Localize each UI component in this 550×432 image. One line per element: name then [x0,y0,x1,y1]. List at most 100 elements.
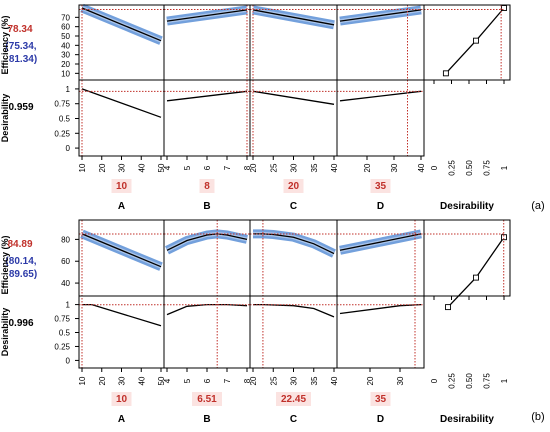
efficiency-axis-label: Efficiency (%) [0,15,10,74]
x-tick-label-B: 6 [203,378,212,383]
current-desirability-value: 0.996 [8,318,33,329]
confidence-interval-high: 81.34) [9,54,37,65]
setting-value-A: 10 [116,394,128,405]
setting-highlight [370,179,391,193]
setting-highlight [370,392,391,406]
x-tick-label-B: 4 [163,378,172,383]
setting-highlight [111,392,132,406]
desirability-y-tick: 0.75 [54,315,70,324]
setting-value-D: 35 [375,394,387,405]
desirability-function-line [447,236,505,308]
x-tick-label-D: 40 [417,163,426,172]
desirability-curve-A [81,88,162,118]
x-tick-label-B: 7 [223,165,232,170]
desirability-curve-C [252,90,335,105]
efficiency-curve-C [252,9,335,26]
efficiency-y-tick: 30 [61,51,70,60]
figure-panel-label: (b) [531,411,544,423]
x-tick-label-A: 50 [157,376,166,385]
desirability-axis-label: Desirability [0,94,10,143]
desirability-x-tick-label: 0.75 [483,160,492,176]
figure-panel-label: (a) [531,200,544,212]
x-tick-label-C: 40 [330,163,339,172]
x-tick-label-B: 5 [183,378,192,383]
x-tick-label-B: 8 [243,378,252,383]
x-tick-label-D: 20 [366,376,375,385]
efficiency-y-tick: 40 [61,279,70,288]
desirability-curve-C [253,303,335,318]
setting-highlight [276,392,311,406]
x-tick-label-C: 30 [290,376,299,385]
desirability-panel-label: Desirability [440,414,494,425]
desirability-x-tick-label: 0.50 [465,160,474,176]
desirability-x-tick-label: 0.50 [465,373,474,389]
factor-label-D: D [377,414,384,425]
optimizer-panel-a: 78.34 (75.34, 81.34) 0.959 Efficiency (%) Des… [0,3,545,212]
x-tick-label-C: 25 [269,376,278,385]
x-tick-label-D: 30 [396,376,405,385]
x-tick-label-B: 8 [243,165,252,170]
desirability-y-tick: 0.5 [59,115,71,124]
x-tick-label-C: 35 [310,376,319,385]
x-tick-label-A: 30 [118,376,127,385]
setting-value-A: 10 [116,181,128,192]
factor-label-C: C [290,201,297,212]
desirability-x-tick-label: 1 [500,165,509,170]
x-tick-label-A: 50 [157,163,166,172]
x-tick-label-C: 35 [310,163,319,172]
desirability-point [473,274,479,281]
setting-highlight [283,179,304,193]
x-tick-label-C: 30 [290,163,299,172]
x-tick-label-D: 30 [390,163,399,172]
x-tick-label-C: 40 [330,376,339,385]
setting-highlight [199,179,215,193]
efficiency-curve-C [253,233,335,255]
desirability-point [445,304,451,311]
confidence-interval-low: (80.14, [5,256,36,267]
setting-highlight [192,392,222,406]
desirability-panel-label: Desirability [440,201,494,212]
setting-value-B: 6.51 [197,394,217,405]
optimizer-panel-b: 84.89 (80.14, 89.65) 0.996 Efficiency (%) Des… [0,219,545,425]
desirability-y-tick: 1 [66,85,71,94]
efficiency-y-tick: 50 [61,32,70,41]
desirability-axis-label: Desirability [0,308,10,357]
efficiency-curve-D [339,233,422,251]
setting-highlight [111,179,132,193]
desirability-x-tick-label: 0.25 [448,160,457,176]
efficiency-y-tick: 10 [61,69,70,78]
desirability-point [501,234,507,241]
current-desirability-value: 0.959 [8,102,33,113]
desirability-y-tick: 0 [66,356,71,365]
desirability-point [473,37,479,44]
efficiency-y-tick: 20 [61,60,70,69]
current-efficiency-value: 84.89 [7,239,32,250]
desirability-y-tick: 0 [66,144,71,153]
x-tick-label-A: 20 [98,163,107,172]
desirability-curve-D [339,90,422,102]
desirability-x-tick-label: 0 [430,165,439,170]
efficiency-curve-B [166,9,248,22]
desirability-panel-border [423,219,511,297]
confidence-interval-high: 89.65) [9,269,37,280]
desirability-y-tick: 0.75 [54,100,70,109]
x-tick-label-A: 10 [78,163,87,172]
efficiency-y-tick: 40 [61,41,70,50]
efficiency-curve-A [81,7,162,42]
efficiency-y-tick: 60 [61,257,70,266]
desirability-y-tick: 0.25 [54,129,70,138]
x-tick-label-A: 40 [137,376,146,385]
efficiency-y-tick: 60 [61,23,70,32]
factor-label-C: C [290,414,297,425]
factor-label-A: A [118,414,125,425]
desirability-curve-B [166,303,248,316]
efficiency-y-tick: 70 [61,13,70,22]
desirability-x-tick-label: 0 [430,378,439,383]
desirability-y-tick: 0.5 [59,329,71,338]
factor-label-A: A [118,201,125,212]
desirability-y-tick: 1 [66,301,71,310]
x-tick-label-A: 40 [137,163,146,172]
desirability-x-tick-label: 1 [500,378,509,383]
efficiency-axis-label: Efficiency (%) [0,235,10,294]
